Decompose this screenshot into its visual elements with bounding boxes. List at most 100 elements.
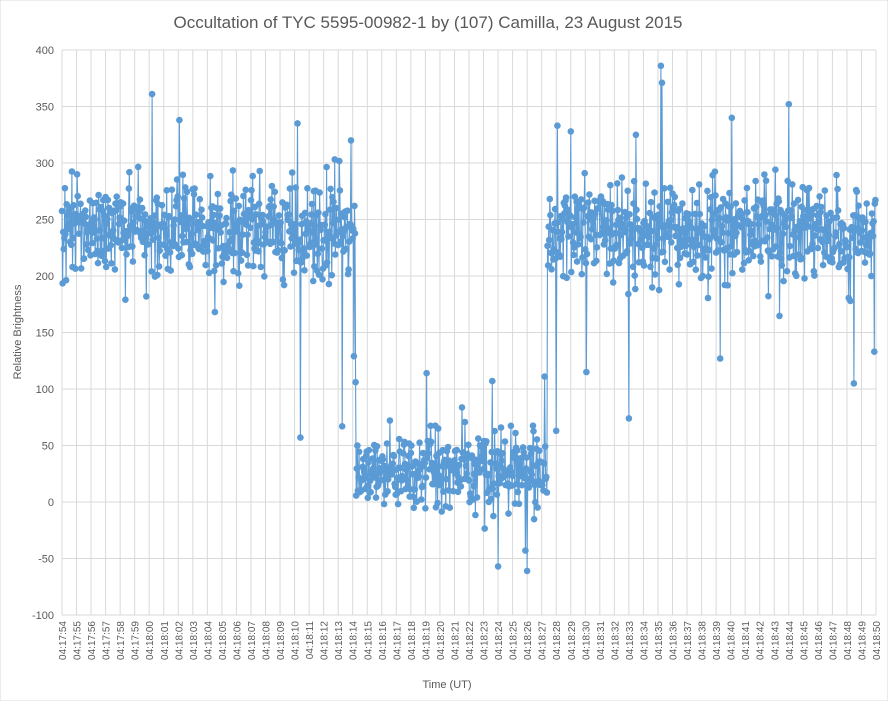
data-point bbox=[144, 241, 152, 248]
x-tick-label: 04:17:54 bbox=[58, 621, 69, 660]
data-point bbox=[188, 250, 196, 258]
data-point bbox=[716, 214, 723, 222]
data-point bbox=[623, 247, 631, 255]
data-point bbox=[686, 219, 693, 226]
data-point bbox=[866, 250, 874, 257]
data-point bbox=[210, 211, 218, 219]
data-point bbox=[480, 445, 487, 453]
data-point bbox=[637, 236, 644, 244]
data-point bbox=[332, 251, 339, 258]
data-point bbox=[148, 90, 156, 98]
data-point bbox=[683, 251, 691, 258]
data-point bbox=[863, 200, 870, 207]
data-point bbox=[246, 207, 254, 215]
data-point bbox=[626, 211, 633, 218]
data-point bbox=[180, 195, 188, 202]
data-point bbox=[190, 191, 198, 198]
data-point bbox=[156, 247, 163, 254]
data-point bbox=[283, 201, 291, 209]
data-point bbox=[202, 261, 209, 269]
data-point bbox=[693, 199, 701, 207]
data-point bbox=[465, 477, 473, 484]
data-point bbox=[457, 483, 465, 490]
data-point bbox=[717, 204, 725, 211]
data-point bbox=[750, 252, 757, 260]
data-point bbox=[613, 241, 620, 249]
data-point bbox=[433, 464, 441, 472]
data-point bbox=[112, 207, 120, 214]
data-point bbox=[777, 255, 785, 262]
data-point bbox=[361, 474, 369, 482]
data-point bbox=[760, 202, 768, 210]
data-point bbox=[831, 244, 838, 252]
data-point bbox=[645, 233, 653, 241]
data-point bbox=[125, 185, 133, 192]
data-point bbox=[505, 510, 512, 517]
data-point bbox=[692, 266, 700, 274]
y-tick-label: 0 bbox=[48, 497, 54, 509]
data-point bbox=[655, 286, 663, 294]
data-point bbox=[196, 195, 204, 203]
data-point bbox=[647, 263, 654, 271]
data-point bbox=[267, 196, 275, 203]
data-point bbox=[518, 454, 525, 462]
data-point bbox=[798, 255, 806, 262]
data-point bbox=[237, 257, 245, 264]
data-point bbox=[586, 191, 593, 198]
data-point bbox=[390, 452, 398, 460]
data-point bbox=[62, 230, 69, 238]
data-point bbox=[705, 273, 712, 281]
data-point bbox=[708, 216, 716, 224]
data-point bbox=[601, 237, 609, 244]
data-point bbox=[655, 211, 662, 218]
data-point bbox=[627, 235, 635, 243]
data-point bbox=[725, 229, 732, 237]
data-point bbox=[512, 429, 519, 437]
data-point bbox=[782, 223, 790, 231]
data-point bbox=[364, 482, 371, 490]
data-point bbox=[58, 207, 66, 215]
data-point bbox=[738, 210, 745, 217]
data-point bbox=[580, 204, 588, 212]
data-point bbox=[123, 251, 130, 258]
data-point bbox=[336, 157, 343, 165]
x-tick-label: 04:18:28 bbox=[552, 621, 563, 660]
data-point bbox=[202, 241, 210, 249]
data-point bbox=[257, 263, 265, 271]
data-point bbox=[222, 220, 230, 228]
data-point bbox=[713, 235, 720, 242]
x-tick-label: 04:18:39 bbox=[712, 621, 723, 660]
data-point bbox=[198, 214, 206, 221]
data-point bbox=[172, 202, 180, 210]
data-point bbox=[785, 100, 793, 108]
y-tick-label: -100 bbox=[32, 610, 54, 622]
data-point bbox=[319, 276, 326, 283]
y-tick-label: 200 bbox=[36, 271, 54, 283]
data-point bbox=[287, 243, 294, 250]
data-point bbox=[186, 263, 194, 271]
data-point bbox=[423, 369, 430, 377]
x-tick-label: 04:18:18 bbox=[407, 621, 418, 660]
data-point bbox=[408, 463, 416, 470]
data-point bbox=[624, 187, 631, 195]
data-point bbox=[744, 208, 751, 216]
x-tick-label: 04:18:44 bbox=[785, 621, 796, 660]
data-point bbox=[175, 245, 182, 252]
data-point bbox=[612, 229, 619, 237]
data-point bbox=[161, 225, 169, 232]
data-point bbox=[525, 484, 533, 491]
data-point bbox=[614, 180, 621, 187]
data-point bbox=[307, 220, 314, 227]
data-point bbox=[733, 248, 741, 256]
data-point bbox=[593, 244, 601, 251]
data-point bbox=[88, 239, 96, 247]
x-tick-label: 04:18:25 bbox=[509, 621, 520, 660]
data-point bbox=[341, 213, 348, 221]
data-point bbox=[579, 254, 586, 261]
data-point bbox=[323, 163, 330, 171]
data-point bbox=[125, 228, 132, 235]
data-point bbox=[292, 184, 300, 191]
data-point bbox=[68, 168, 76, 175]
data-point bbox=[138, 204, 146, 212]
x-tick-label: 04:18:35 bbox=[654, 621, 665, 660]
